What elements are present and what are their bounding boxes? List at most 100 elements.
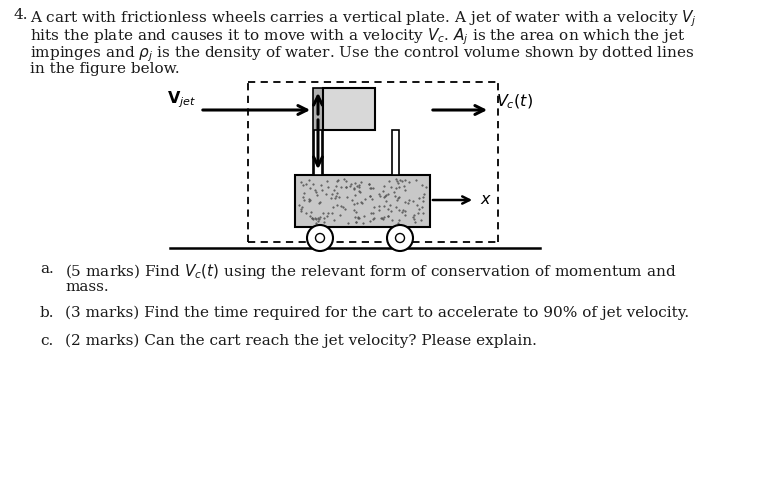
Point — [349, 218, 362, 226]
Point — [418, 190, 430, 197]
Point — [363, 184, 375, 192]
Point — [298, 180, 310, 188]
Point — [407, 214, 420, 221]
Point — [351, 199, 363, 206]
Point — [392, 194, 404, 202]
Point — [409, 218, 421, 226]
Point — [396, 208, 408, 216]
Point — [311, 191, 323, 198]
Point — [334, 211, 346, 219]
Point — [368, 214, 380, 221]
Point — [378, 182, 391, 190]
Point — [305, 208, 317, 216]
Bar — [314, 130, 322, 175]
Point — [338, 176, 350, 183]
Point — [380, 197, 392, 204]
Point — [317, 214, 330, 221]
Point — [355, 178, 367, 186]
Point — [402, 199, 414, 207]
Circle shape — [307, 225, 333, 251]
Circle shape — [315, 233, 324, 242]
Point — [377, 216, 389, 223]
Text: b.: b. — [40, 306, 54, 320]
Point — [375, 215, 387, 222]
Point — [303, 195, 315, 203]
Point — [345, 180, 357, 188]
Point — [317, 186, 329, 194]
Point — [310, 188, 322, 196]
Point — [398, 182, 410, 190]
Point — [313, 215, 325, 223]
Point — [411, 209, 423, 217]
Point — [327, 203, 340, 211]
Text: c.: c. — [40, 334, 53, 348]
Point — [339, 205, 351, 213]
Point — [388, 188, 400, 196]
Point — [340, 183, 352, 191]
Point — [303, 177, 315, 184]
Point — [378, 202, 391, 210]
Point — [314, 214, 326, 221]
Point — [310, 216, 322, 223]
Point — [303, 197, 315, 204]
Point — [417, 193, 429, 201]
Point — [363, 192, 375, 200]
Text: 4.: 4. — [14, 8, 28, 22]
Point — [356, 199, 368, 206]
Point — [373, 202, 385, 210]
Point — [391, 196, 403, 204]
Point — [397, 206, 409, 214]
Point — [392, 219, 404, 227]
Point — [383, 177, 395, 185]
Point — [314, 198, 326, 206]
Point — [359, 212, 371, 220]
Point — [335, 183, 347, 191]
Point — [378, 214, 390, 221]
Point — [413, 205, 425, 213]
Point — [410, 176, 422, 184]
Point — [354, 189, 366, 196]
Point — [334, 203, 346, 210]
Point — [300, 180, 312, 188]
Point — [304, 213, 316, 220]
Point — [349, 179, 361, 187]
Text: (3 marks) Find the time required for the cart to accelerate to 90% of jet veloci: (3 marks) Find the time required for the… — [65, 306, 689, 320]
Point — [350, 208, 362, 216]
Point — [391, 177, 404, 185]
Point — [346, 196, 358, 204]
Point — [348, 185, 360, 192]
Point — [340, 183, 352, 191]
Point — [403, 196, 415, 204]
Point — [407, 211, 420, 218]
Point — [365, 195, 378, 203]
Point — [417, 209, 429, 216]
Point — [336, 203, 349, 211]
Point — [411, 201, 423, 209]
Point — [396, 178, 408, 185]
Point — [416, 203, 428, 210]
Point — [341, 193, 353, 201]
Point — [321, 183, 333, 191]
Point — [329, 194, 341, 202]
Point — [340, 177, 352, 185]
Point — [295, 207, 307, 215]
Text: $V_c(t)$: $V_c(t)$ — [496, 93, 533, 111]
Bar — [295, 175, 430, 227]
Point — [390, 175, 402, 183]
Point — [331, 189, 343, 196]
Point — [307, 180, 320, 188]
Point — [378, 193, 390, 201]
Point — [385, 183, 397, 191]
Point — [296, 203, 308, 211]
Point — [377, 187, 389, 194]
Point — [398, 186, 410, 194]
Text: impinges and $\rho_j$ is the density of water. Use the control volume shown by d: impinges and $\rho_j$ is the density of … — [30, 44, 694, 64]
Point — [367, 209, 379, 217]
Point — [363, 180, 375, 188]
Point — [393, 183, 405, 191]
Point — [328, 216, 340, 224]
Point — [313, 199, 325, 206]
Point — [325, 194, 337, 202]
Point — [342, 219, 354, 227]
Point — [333, 193, 345, 201]
